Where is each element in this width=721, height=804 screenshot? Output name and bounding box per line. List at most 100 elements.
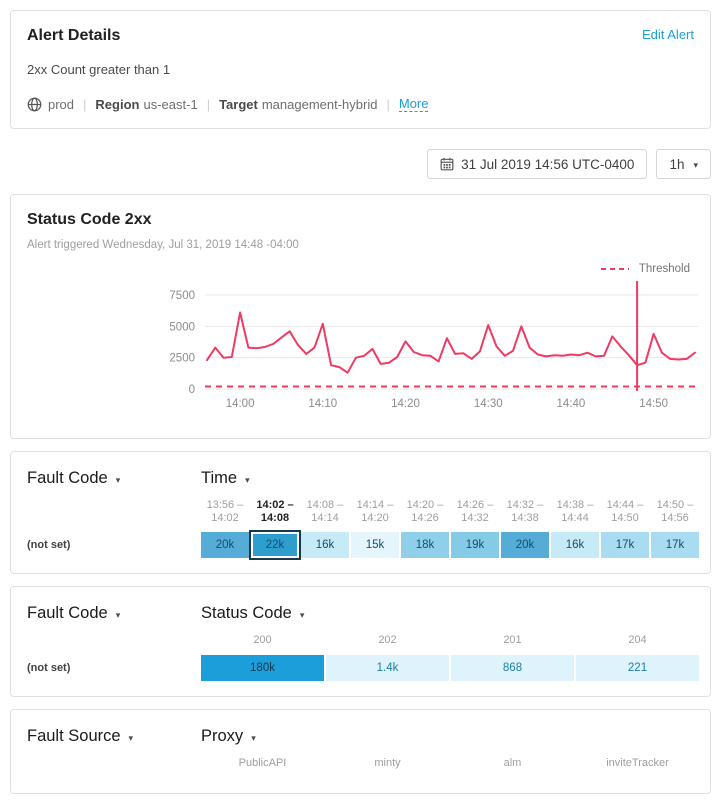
time-range-dropdown[interactable]: 1h ▾ — [656, 149, 711, 179]
pivot-grid: (not set) 200 180k 202 1.4k 201 868 204 221 — [27, 634, 699, 681]
datetime-value: 31 Jul 2019 14:56 UTC-0400 — [461, 156, 635, 172]
heatmap-cell[interactable]: 1.4k — [326, 655, 449, 681]
row-dimension-dropdown-fault-code[interactable]: Fault Code ▾ — [27, 469, 201, 488]
dimension-label: Proxy — [201, 727, 244, 745]
series-line — [206, 311, 696, 374]
x-axis-tick: 14:40 — [557, 398, 586, 410]
heatmap-column: inviteTracker — [576, 757, 699, 778]
col-dimension-dropdown-proxy[interactable]: Proxy ▾ — [201, 727, 256, 746]
heatmap-column: 202 1.4k — [326, 634, 449, 681]
calendar-icon — [440, 157, 454, 171]
chart-subtitle: Alert triggered Wednesday, Jul 31, 2019 … — [27, 239, 299, 251]
heatmap-cell[interactable]: 19k — [451, 532, 499, 558]
target-value: management-hybrid — [261, 96, 378, 112]
heatmap-column: 13:56 –14:02 20k — [201, 499, 249, 558]
heatmap-cell[interactable]: 22k — [249, 530, 301, 560]
heatmap-column: 14:32 –14:38 20k — [501, 499, 549, 558]
column-header[interactable]: 14:14 –14:20 — [356, 499, 394, 524]
heatmap-cell[interactable]: 18k — [401, 532, 449, 558]
chevron-down-icon: ▾ — [128, 733, 134, 743]
column-header[interactable]: 14:32 –14:38 — [506, 499, 544, 524]
column-header[interactable]: 202 — [378, 634, 397, 646]
threshold-legend-dash — [600, 268, 629, 270]
dimension-label: Status Code — [201, 604, 292, 622]
more-link[interactable]: More — [398, 96, 429, 112]
heatmap-cell[interactable]: 15k — [351, 532, 399, 558]
status-code-chart-card: Status Code 2xx Alert triggered Wednesda… — [10, 194, 711, 439]
row-dimension-dropdown-fault-code[interactable]: Fault Code ▾ — [27, 604, 201, 623]
alert-meta-row: prod | Region us-east-1 | Target managem… — [27, 96, 694, 112]
heatmap-cell[interactable]: 868 — [451, 655, 574, 681]
row-labels-column: (not set) — [27, 634, 201, 681]
column-header[interactable]: 200 — [253, 634, 272, 646]
heatmap-cell[interactable]: 20k — [201, 532, 249, 558]
chart-title: Status Code 2xx — [27, 211, 152, 228]
column-header[interactable]: 14:44 –14:50 — [606, 499, 644, 524]
heatmap-column: 201 868 — [451, 634, 574, 681]
col-dimension-dropdown-status-code[interactable]: Status Code ▾ — [201, 604, 304, 623]
dimension-label: Fault Code — [27, 469, 108, 487]
column-header[interactable]: 204 — [628, 634, 647, 646]
column-header[interactable]: 14:26 –14:32 — [456, 499, 494, 524]
divider: | — [206, 96, 211, 112]
heatmap-columns: 200 180k 202 1.4k 201 868 204 221 — [201, 634, 699, 681]
pivot-grid: PublicAPI minty alm inviteTracker — [27, 757, 694, 778]
heatmap-cell[interactable]: 221 — [576, 655, 699, 681]
column-header[interactable]: 13:56 –14:02 — [206, 499, 244, 524]
x-axis-tick: 14:10 — [308, 398, 337, 410]
column-header[interactable]: minty — [374, 757, 401, 769]
heatmap-column: PublicAPI — [201, 757, 324, 778]
chart-legend: Threshold — [27, 263, 694, 275]
heatmap-column: 14:08 –14:14 16k — [301, 499, 349, 558]
datetime-picker-button[interactable]: 31 Jul 2019 14:56 UTC-0400 — [427, 149, 648, 179]
pivot-card-fault-source-proxy: Fault Source ▾ Proxy ▾ PublicAPI minty alm invi… — [10, 709, 711, 794]
heatmap-column: 14:38 –14:44 16k — [551, 499, 599, 558]
heatmap-cell[interactable]: 17k — [601, 532, 649, 558]
heatmap-column: 14:02 –14:08 22k — [249, 499, 301, 560]
column-header[interactable]: 14:02 –14:08 — [256, 499, 294, 524]
row-labels-column — [27, 757, 201, 778]
alert-title-row: Alert Details Edit Alert — [27, 27, 694, 45]
column-header[interactable]: 14:20 –14:26 — [406, 499, 444, 524]
pivot-cards-container: Fault Code ▾ Time ▾ (not set) 13:56 –14:02 20k… — [10, 451, 711, 794]
heatmap-cell[interactable]: 180k — [201, 655, 324, 681]
column-header[interactable]: 14:38 –14:44 — [556, 499, 594, 524]
heatmap-cell[interactable]: 16k — [301, 532, 349, 558]
globe-icon — [27, 97, 42, 112]
pivot-grid: (not set) 13:56 –14:02 20k 14:02 –14:08 22k 1… — [27, 499, 699, 560]
column-header[interactable]: PublicAPI — [238, 757, 287, 769]
dimension-label: Time — [201, 469, 238, 487]
col-dimension-dropdown-time[interactable]: Time ▾ — [201, 469, 250, 488]
column-header[interactable]: 201 — [503, 634, 522, 646]
pivot-head: Fault Code ▾ Time ▾ — [27, 469, 694, 488]
y-axis-tick: 2500 — [169, 353, 195, 365]
heatmap-cell[interactable]: 16k — [551, 532, 599, 558]
heatmap-columns: PublicAPI minty alm inviteTracker — [201, 757, 699, 778]
target-label: Target — [219, 96, 258, 112]
dimension-label: Fault Code — [27, 604, 108, 622]
edit-alert-link[interactable]: Edit Alert — [641, 27, 694, 42]
alert-condition: 2xx Count greater than 1 — [27, 62, 171, 77]
chevron-down-icon: ▾ — [693, 159, 698, 170]
time-range-value: 1h — [669, 156, 685, 172]
header-spacer — [27, 499, 201, 532]
column-header[interactable]: 14:08 –14:14 — [306, 499, 344, 524]
divider: | — [386, 96, 390, 112]
heatmap-column: minty — [326, 757, 449, 778]
x-axis-tick: 14:30 — [474, 398, 503, 410]
column-header[interactable]: inviteTracker — [606, 757, 669, 769]
row-dimension-dropdown-fault-source[interactable]: Fault Source ▾ — [27, 727, 201, 746]
column-header[interactable]: alm — [503, 757, 522, 769]
region-value: us-east-1 — [143, 96, 198, 112]
chevron-down-icon: ▾ — [251, 733, 256, 743]
toolbar: 31 Jul 2019 14:56 UTC-0400 1h ▾ — [10, 149, 711, 179]
row-labels-column: (not set) — [27, 499, 201, 558]
column-header[interactable]: 14:50 –14:56 — [656, 499, 694, 524]
heatmap-column: 204 221 — [576, 634, 699, 681]
alert-details-card: Alert Details Edit Alert 2xx Count great… — [10, 10, 711, 129]
region-label: Region — [95, 96, 140, 112]
x-axis-tick: 14:50 — [639, 398, 668, 410]
heatmap-cell[interactable]: 20k — [501, 532, 549, 558]
heatmap-column: 14:14 –14:20 15k — [351, 499, 399, 558]
heatmap-cell[interactable]: 17k — [651, 532, 699, 558]
